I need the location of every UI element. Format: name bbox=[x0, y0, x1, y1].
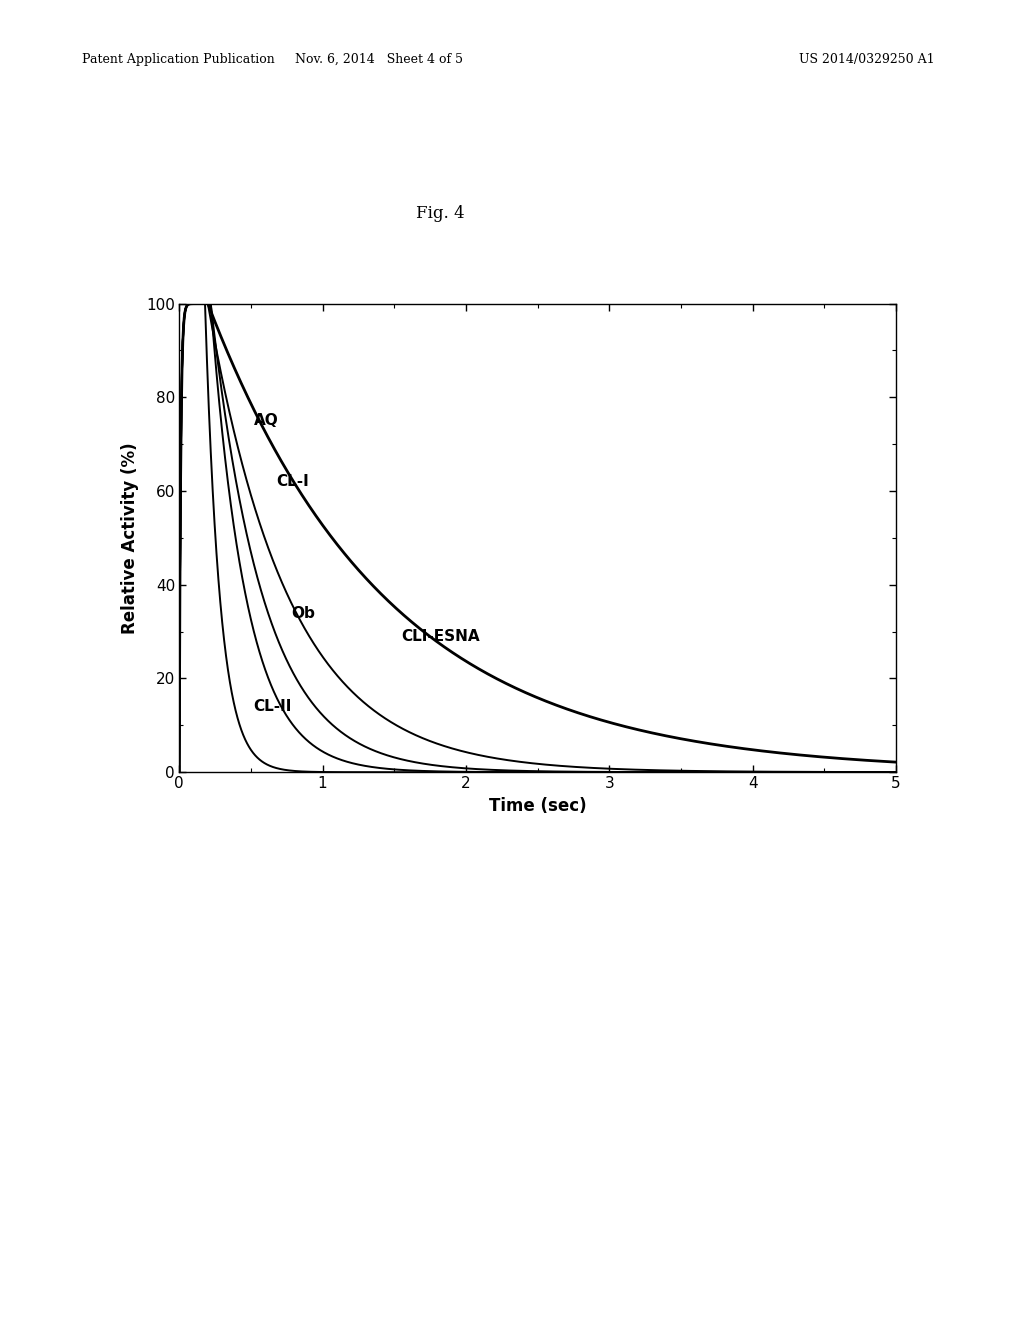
Text: CL-II: CL-II bbox=[254, 700, 292, 714]
Text: Fig. 4: Fig. 4 bbox=[416, 205, 465, 222]
Text: Nov. 6, 2014   Sheet 4 of 5: Nov. 6, 2014 Sheet 4 of 5 bbox=[295, 53, 463, 66]
Text: Patent Application Publication: Patent Application Publication bbox=[82, 53, 274, 66]
Text: Ob: Ob bbox=[291, 606, 315, 620]
Text: US 2014/0329250 A1: US 2014/0329250 A1 bbox=[799, 53, 934, 66]
Text: CLI-ESNA: CLI-ESNA bbox=[401, 630, 480, 644]
Text: AQ: AQ bbox=[254, 413, 279, 429]
Y-axis label: Relative Activity (%): Relative Activity (%) bbox=[121, 442, 139, 634]
Text: CL-I: CL-I bbox=[276, 474, 309, 490]
X-axis label: Time (sec): Time (sec) bbox=[488, 797, 587, 814]
